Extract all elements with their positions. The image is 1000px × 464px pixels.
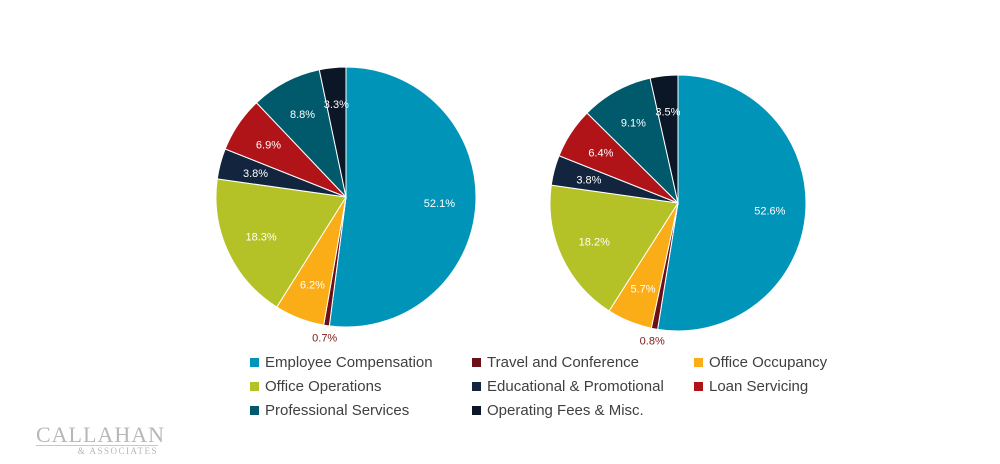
pie-chart-2: 52.6% 0.8% 5.7% 18.2% 3.8% 6.4% 9.1% 3.5% — [549, 74, 807, 348]
legend-item: Operating Fees & Misc. — [472, 401, 694, 420]
legend-swatch — [250, 406, 259, 415]
data-label: 0.7% — [312, 332, 337, 344]
data-label: 3.8% — [243, 168, 268, 180]
data-label: 52.6% — [754, 205, 785, 217]
pie-chart-1: 52.1% 0.7% 6.2% 18.3% 3.8% 6.9% 8.8% 3.3% — [215, 66, 477, 344]
legend-swatch — [472, 382, 481, 391]
pie-slice — [649, 74, 679, 204]
data-label: 18.3% — [246, 231, 277, 243]
logo-sub-text: & ASSOCIATES — [36, 445, 158, 456]
pie-slice — [215, 178, 347, 308]
legend-swatch — [694, 382, 703, 391]
legend-item: Loan Servicing — [694, 377, 890, 396]
callahan-logo: CALLAHAN & ASSOCIATES — [36, 422, 165, 456]
legend-label: Office Occupancy — [709, 354, 828, 371]
legend-swatch — [250, 358, 259, 367]
data-label: 9.1% — [621, 117, 646, 129]
legend-label: Operating Fees & Misc. — [487, 402, 644, 419]
legend-item: Office Operations — [250, 377, 472, 396]
data-label: 52.1% — [424, 198, 455, 210]
data-label: 8.8% — [290, 109, 315, 121]
pie-slice — [328, 66, 477, 328]
legend-item: Travel and Conference — [472, 353, 694, 372]
legend-item: Office Occupancy — [694, 353, 890, 372]
data-label: 3.3% — [324, 99, 349, 111]
pie-slice — [318, 66, 347, 198]
legend-label: Office Operations — [265, 378, 382, 395]
data-label: 5.7% — [630, 283, 655, 295]
legend: Employee Compensation Travel and Confere… — [250, 353, 890, 420]
legend-item: Employee Compensation — [250, 353, 472, 372]
legend-label: Loan Servicing — [709, 378, 809, 395]
data-label: 3.5% — [655, 106, 680, 118]
legend-item: Educational & Promotional — [472, 377, 694, 396]
legend-swatch — [472, 406, 481, 415]
data-label: 3.8% — [576, 174, 601, 186]
legend-label: Educational & Promotional — [487, 378, 664, 395]
legend-swatch — [250, 382, 259, 391]
pie-slice — [657, 74, 807, 332]
pie-slice — [549, 184, 679, 312]
legend-label: Travel and Conference — [487, 354, 640, 371]
data-label: 6.9% — [256, 140, 281, 152]
logo-main-text: CALLAHAN — [36, 422, 165, 447]
legend-label: Employee Compensation — [265, 354, 433, 371]
legend-label: Professional Services — [265, 402, 410, 419]
data-label: 6.2% — [300, 279, 325, 291]
charts-area: 52.1% 0.7% 6.2% 18.3% 3.8% 6.9% 8.8% 3.3% 52.6% 0… — [215, 66, 807, 348]
legend-item: Professional Services — [250, 401, 472, 420]
data-label: 6.4% — [588, 148, 613, 160]
legend-swatch — [472, 358, 481, 367]
legend-swatch — [694, 358, 703, 367]
data-label: 0.8% — [640, 336, 665, 348]
data-label: 18.2% — [579, 237, 610, 249]
